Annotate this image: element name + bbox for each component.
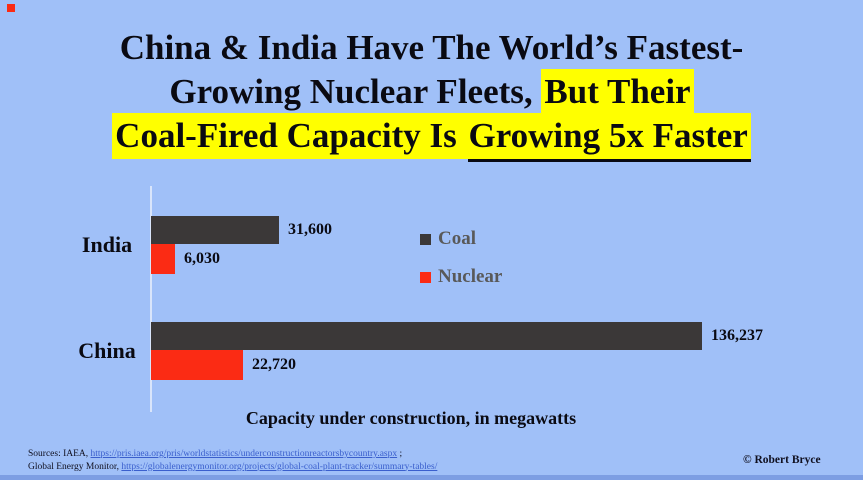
legend-label: Coal [438,228,476,249]
legend-swatch-icon [420,233,431,245]
legend-label: Nuclear [438,266,503,287]
bar-nuclear-china [151,350,243,380]
title-line-1: China & India Have The World’s Fastest- [119,28,744,67]
x-axis-title: Capacity under construction, in megawatt… [245,408,577,428]
legend-swatch-icon [420,271,431,283]
category-label-china: China [78,338,136,363]
bar-value-coal-india: 31,600 [288,221,332,238]
sources-note: Sources: IAEA, https://pris.iaea.org/pri… [28,448,437,473]
bar-value-nuclear-china: 22,720 [252,356,296,373]
chart-title: China & India Have The World’s Fastest- G… [0,26,863,162]
category-axis-line [150,186,152,412]
bar-coal-india [151,216,279,244]
bar-nuclear-india [151,244,175,274]
bar-value-coal-china: 136,237 [711,327,763,344]
title-line-3: Coal-Fired Capacity Is Growing 5x Faster [0,113,863,162]
legend-item-nuclear: Nuclear [420,266,502,288]
bar-value-nuclear-india: 6,030 [184,250,220,267]
bar-coal-china [151,322,702,350]
sources-line-2: Global Energy Monitor, https://globalene… [28,461,438,472]
source-link-gem[interactable]: https://globalenergymonitor.org/projects… [121,461,438,472]
title-line-2: Growing Nuclear Fleets, But Their [0,69,863,115]
copyright-notice: © Robert Bryce [743,454,821,466]
legend-item-coal: Coal [420,228,476,250]
corner-mark [7,4,15,12]
title-highlight-1: But Their [541,69,694,115]
sources-line-1: Sources: IAEA, https://pris.iaea.org/pri… [28,449,403,459]
slide-bottom-edge [0,475,863,480]
source-link-iaea[interactable]: https://pris.iaea.org/pris/worldstatisti… [90,449,398,459]
category-label-india: India [81,232,133,257]
title-highlight-2: Coal-Fired Capacity Is [112,113,469,159]
title-highlight-underlined: Growing 5x Faster [468,113,751,162]
